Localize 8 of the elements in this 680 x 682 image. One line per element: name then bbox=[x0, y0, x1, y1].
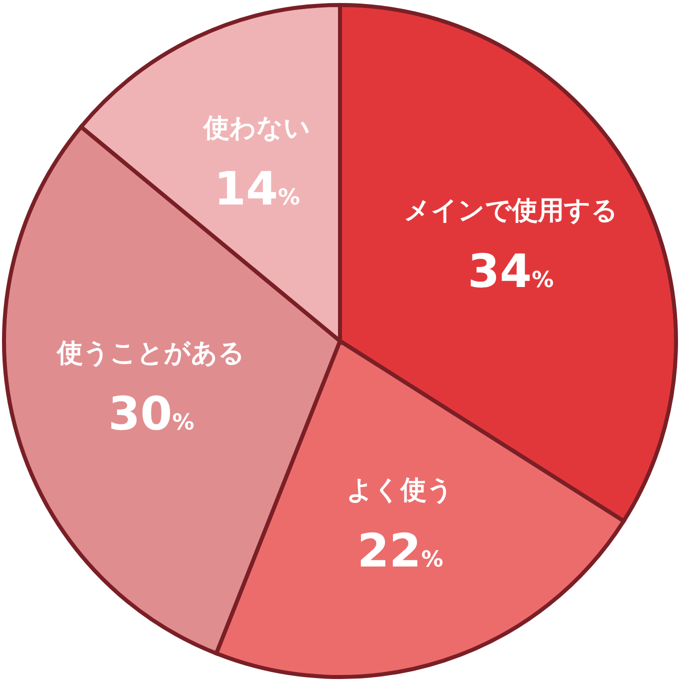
slice-label: メインで使用する bbox=[404, 196, 618, 226]
data-label: 14% bbox=[214, 162, 300, 216]
data-label: 30% bbox=[108, 386, 194, 440]
slice-label: よく使う bbox=[346, 475, 454, 506]
data-label: 22% bbox=[357, 523, 444, 578]
data-label: 34% bbox=[468, 244, 554, 298]
slice-label: 使わない bbox=[202, 114, 311, 144]
slice-label: 使うことがある bbox=[56, 338, 246, 368]
